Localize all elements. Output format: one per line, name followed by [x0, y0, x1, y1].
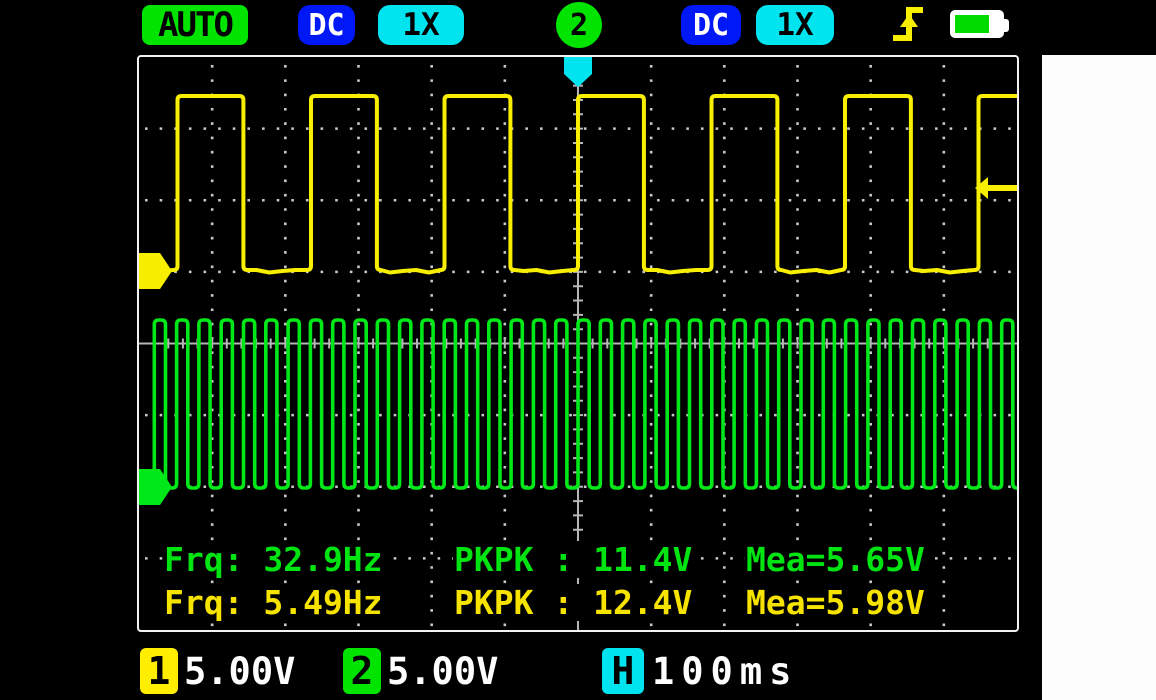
- trigger-mode-badge[interactable]: AUTO: [142, 5, 248, 45]
- ch1-volts-per-div[interactable]: 5.00V: [184, 649, 296, 693]
- timebase-value[interactable]: 100ms: [652, 649, 799, 693]
- ch1-trace: [139, 94, 1017, 275]
- ch1-frequency-readout: Frq: 5.49Hz: [163, 583, 384, 622]
- battery-icon: [950, 10, 1009, 38]
- trigger-edge-icon: [893, 7, 923, 41]
- ch2-zero-marker[interactable]: [139, 469, 172, 505]
- page-background-band: [1042, 55, 1156, 700]
- ch1-mean-readout: Mea=5.98V: [745, 583, 926, 622]
- trigger-level-marker[interactable]: [975, 177, 1017, 199]
- ch2-badge[interactable]: 2: [343, 648, 381, 694]
- ch2-frequency-readout: Frq: 32.9Hz: [163, 540, 384, 579]
- ch2-trace: [139, 318, 1017, 490]
- scope-graticule-and-traces: [139, 57, 1017, 630]
- ch2-mean-readout: Mea=5.65V: [745, 540, 926, 579]
- ch1-coupling-badge[interactable]: DC: [298, 5, 355, 45]
- active-channel-badge[interactable]: 2: [556, 2, 602, 48]
- ch1-pkpk-readout: PKPK : 12.4V: [453, 583, 694, 622]
- ch1-zero-marker[interactable]: [139, 253, 172, 289]
- ch2-pkpk-readout: PKPK : 11.4V: [453, 540, 694, 579]
- battery-fill: [955, 15, 989, 33]
- ch2-coupling-badge[interactable]: DC: [681, 5, 741, 45]
- ch1-badge[interactable]: 1: [140, 648, 178, 694]
- ch2-volts-per-div[interactable]: 5.00V: [387, 649, 499, 693]
- timebase-badge[interactable]: H: [602, 648, 644, 694]
- battery-terminal: [1003, 19, 1009, 32]
- ch1-probe-badge[interactable]: 1X: [378, 5, 464, 45]
- trigger-position-marker[interactable]: [564, 57, 592, 87]
- waveform-display: Frq: 32.9Hz PKPK : 11.4V Mea=5.65V Frq: …: [137, 55, 1019, 632]
- ch2-probe-badge[interactable]: 1X: [756, 5, 834, 45]
